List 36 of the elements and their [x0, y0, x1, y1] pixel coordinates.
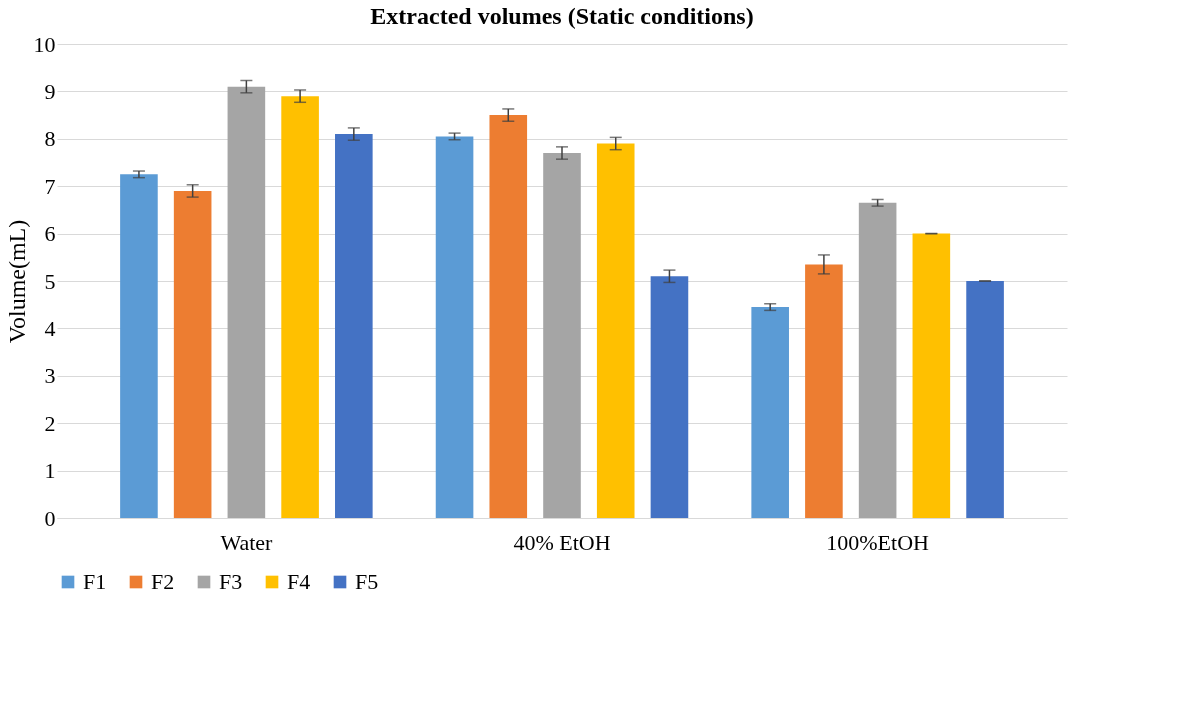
legend-label: F4: [287, 569, 311, 594]
bar: [751, 307, 789, 518]
legend-label: F1: [83, 569, 107, 594]
bar: [489, 115, 528, 518]
bar: [805, 264, 843, 518]
bar: [912, 233, 951, 518]
legend-label: F5: [355, 569, 379, 594]
y-tick-label: 6: [44, 221, 56, 247]
y-tick-label: 1: [44, 458, 56, 484]
bar: [227, 86, 266, 518]
y-tick-label: 10: [33, 31, 56, 57]
x-tick-label: 40% EtOH: [513, 529, 611, 555]
y-tick-label: 5: [44, 268, 56, 294]
y-tick-label: 4: [44, 315, 56, 341]
bar: [173, 190, 212, 518]
bar: [596, 143, 635, 518]
y-tick-label: 7: [44, 173, 56, 199]
chart-title: Extracted volumes (Static conditions): [370, 3, 754, 29]
bar: [650, 276, 689, 518]
bar: [966, 281, 1004, 518]
y-tick-label: 9: [44, 78, 56, 104]
y-tick-label: 8: [44, 126, 56, 152]
y-tick-label: 2: [44, 410, 56, 436]
y-tick-label: 3: [44, 363, 56, 389]
y-tick-label: 0: [44, 505, 56, 531]
bar: [281, 96, 319, 518]
x-tick-label: Water: [220, 529, 274, 555]
bar: [858, 202, 897, 518]
legend-label: F2: [151, 569, 175, 594]
legend-label: F3: [219, 569, 243, 594]
y-axis-title: Volume(mL): [3, 219, 30, 344]
x-tick-label: 100%EtOH: [826, 529, 930, 555]
bar: [120, 174, 158, 518]
bar: [543, 153, 581, 518]
bar: [435, 136, 474, 518]
bar: [335, 134, 373, 518]
